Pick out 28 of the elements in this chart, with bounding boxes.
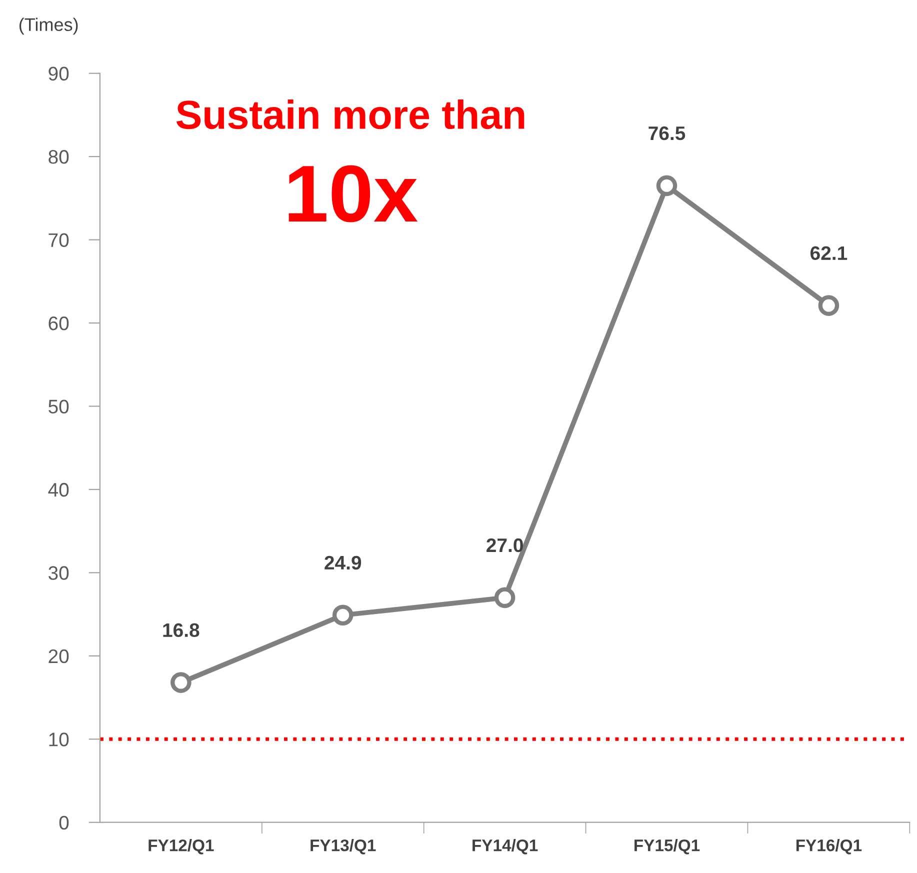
y-tick-label: 40 (48, 482, 69, 497)
y-tick-label: 70 (48, 233, 69, 248)
point (818, 295, 840, 316)
y-tick-label: 10 (49, 732, 69, 746)
data-label: 24.9 (324, 556, 362, 570)
point (656, 175, 678, 196)
data-label: 76.5 (648, 126, 686, 140)
y-axis-title: (Times) (19, 18, 78, 35)
annotation: Sustain more than (176, 100, 524, 130)
point (494, 587, 516, 608)
annotation: 10x (288, 165, 418, 222)
data-label: 16.8 (163, 623, 200, 638)
y-tick-label: 90 (48, 66, 69, 81)
point (332, 604, 354, 626)
x-tick-label: FY15/Q1 (634, 839, 700, 854)
x-tick-label: FY12/Q1 (148, 839, 214, 854)
x-tick-label: FY14/Q1 (472, 839, 538, 854)
y-tick-label: 30 (48, 566, 69, 580)
y-tick-label: 50 (48, 400, 69, 414)
point (170, 672, 192, 693)
y-tick-label: 20 (48, 649, 69, 664)
y-tick-label: 60 (48, 316, 69, 330)
data-label: 27.0 (486, 538, 523, 552)
x-tick-label: FY13/Q1 (310, 839, 376, 854)
y-tick-label: 0 (59, 816, 69, 830)
data-label: 62.1 (810, 246, 848, 260)
y-tick-label: 80 (48, 150, 69, 164)
x-tick-label: FY16/Q1 (796, 839, 862, 854)
